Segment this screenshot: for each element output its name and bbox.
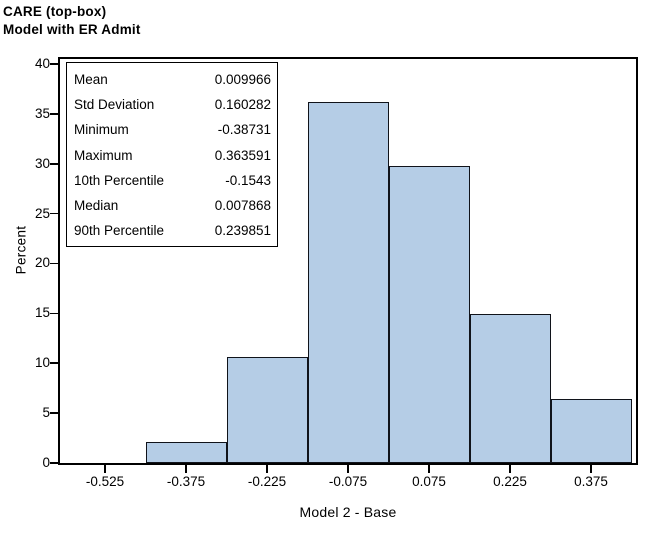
x-tick: [590, 465, 592, 473]
stat-value: 0.009966: [214, 72, 271, 88]
chart-title-line1: CARE (top-box): [3, 4, 107, 19]
stat-value: 0.007868: [214, 198, 271, 214]
x-tick: [428, 465, 430, 473]
stat-value: -0.1543: [225, 172, 271, 188]
y-tick-label: 25: [34, 205, 50, 221]
stats-row: Std Deviation 0.160282: [74, 92, 271, 117]
stat-value: -0.38731: [217, 122, 271, 138]
stats-row: 10th Percentile -0.1543: [74, 168, 271, 193]
x-tick: [347, 465, 349, 473]
x-tick-label: -0.225: [247, 474, 287, 489]
x-tick-label: -0.375: [166, 474, 206, 489]
histogram-bar: [550, 399, 632, 463]
stat-value: 0.239851: [214, 223, 271, 239]
y-tick: [50, 113, 58, 115]
stats-box: Mean 0.009966 Std Deviation 0.160282 Minimum…: [66, 62, 278, 247]
x-tick-label: 0.375: [574, 474, 608, 489]
y-tick-label: 10: [34, 355, 50, 371]
stat-value: 0.160282: [214, 97, 271, 113]
stat-value: 0.363591: [214, 147, 271, 163]
x-tick-label: -0.075: [328, 474, 368, 489]
y-tick: [50, 63, 58, 65]
histogram-bar: [469, 314, 551, 463]
histogram-bar: [307, 102, 389, 463]
x-tick-label: -0.525: [85, 474, 125, 489]
y-tick-label: 40: [34, 55, 50, 71]
y-tick-label: 0: [42, 455, 50, 470]
stats-row: 90th Percentile 0.239851: [74, 218, 271, 243]
y-tick: [50, 162, 58, 165]
x-tick-label: 0.075: [412, 474, 446, 489]
x-tick: [509, 465, 511, 473]
stats-row: Maximum 0.363591: [74, 143, 271, 168]
x-tick: [185, 465, 187, 473]
x-tick: [266, 465, 268, 473]
stat-label: 90th Percentile: [74, 223, 165, 239]
stats-row: Median 0.007868: [74, 193, 271, 218]
y-tick-label: 15: [34, 305, 50, 321]
plot-area: [60, 59, 636, 463]
stat-label: Mean: [74, 72, 108, 88]
y-tick: [50, 212, 58, 215]
y-tick: [50, 462, 58, 464]
histogram-bar: [145, 441, 227, 463]
histogram-bar: [226, 356, 308, 463]
y-tick: [50, 312, 58, 315]
stat-label: Median: [74, 198, 119, 214]
stat-label: Minimum: [74, 122, 129, 138]
chart-title: CARE (top-box) Model with ER Admit: [3, 3, 141, 38]
x-axis-label: Model 2 - Base: [299, 504, 397, 520]
y-tick-label: 20: [34, 255, 50, 271]
x-tick-label: 0.225: [493, 474, 527, 489]
y-tick: [50, 262, 58, 265]
y-tick-label: 35: [34, 105, 50, 121]
y-tick-label: 30: [34, 155, 50, 171]
stats-row: Mean 0.009966: [74, 67, 271, 92]
y-axis-label: Percent: [13, 225, 29, 275]
histogram-bar: [388, 165, 470, 463]
stat-label: Maximum: [74, 147, 133, 163]
y-tick: [50, 362, 58, 365]
y-tick: [50, 412, 58, 414]
y-tick-label: 5: [42, 405, 50, 421]
chart-title-line2: Model with ER Admit: [3, 21, 141, 37]
stats-row: Minimum -0.38731: [74, 117, 271, 142]
stat-label: 10th Percentile: [74, 172, 165, 188]
x-tick: [104, 465, 106, 473]
stat-label: Std Deviation: [74, 97, 155, 113]
